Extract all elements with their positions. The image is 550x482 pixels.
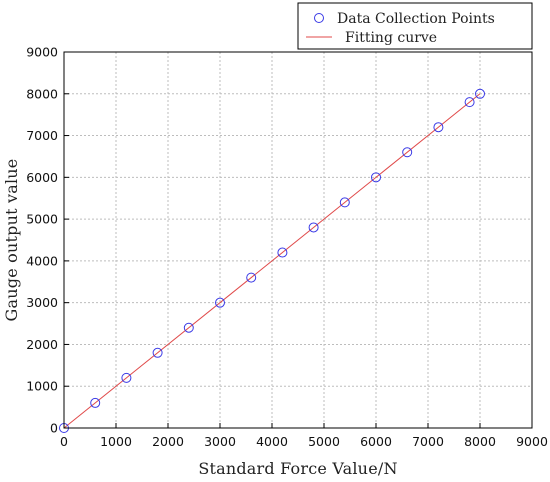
y-tick-label: 0 (50, 421, 58, 436)
x-tick-label: 4000 (256, 434, 288, 449)
y-axis-label: Gauge output value (2, 159, 21, 322)
legend-marker-data-points (314, 13, 324, 23)
x-tick-label: 8000 (464, 434, 496, 449)
data-point (371, 172, 381, 183)
data-point (277, 247, 288, 258)
x-tick-label: 5000 (308, 434, 340, 449)
y-axis-ticks: 0 1000 2000 3000 4000 5000 6000 7000 8000 9000 (26, 45, 69, 436)
legend-label-data-points: Data Collection Points (337, 11, 495, 27)
x-tick-label: 6000 (360, 434, 392, 449)
x-tick-label: 2000 (152, 434, 184, 449)
x-tick-label: 0 (60, 434, 68, 449)
x-tick-label: 3000 (204, 434, 236, 449)
y-tick-label: 8000 (26, 86, 58, 101)
data-point (402, 147, 413, 158)
data-point (464, 97, 475, 108)
data-point (121, 372, 132, 383)
legend-label-fitting-curve: Fitting curve (345, 30, 437, 46)
x-axis-label: Standard Force Value/N (198, 459, 397, 478)
legend: Data Collection Points Fitting curve (297, 2, 533, 50)
data-point (308, 222, 319, 233)
data-point (433, 122, 444, 133)
x-axis-ticks: 0 1000 2000 3000 4000 5000 6000 7000 8000 9000 (60, 423, 548, 449)
data-point (339, 197, 350, 208)
y-tick-label: 3000 (26, 295, 58, 310)
grid (64, 52, 532, 428)
x-tick-label: 7000 (412, 434, 444, 449)
data-point (215, 297, 225, 308)
y-tick-label: 4000 (26, 253, 58, 268)
data-point (152, 347, 163, 358)
data-points-layer (59, 88, 485, 433)
y-tick-label: 7000 (26, 128, 58, 143)
y-tick-label: 2000 (26, 337, 58, 352)
x-tick-label: 9000 (516, 434, 548, 449)
plot-frame (63, 51, 533, 429)
data-point (183, 322, 194, 333)
data-point (246, 272, 257, 283)
x-tick-label: 1000 (100, 434, 132, 449)
data-point (90, 397, 101, 408)
y-tick-label: 6000 (26, 170, 58, 185)
y-tick-label: 1000 (26, 379, 58, 394)
y-tick-label: 9000 (26, 45, 58, 60)
data-point (475, 88, 485, 99)
legend-box (297, 2, 533, 50)
y-tick-label: 5000 (26, 212, 58, 227)
